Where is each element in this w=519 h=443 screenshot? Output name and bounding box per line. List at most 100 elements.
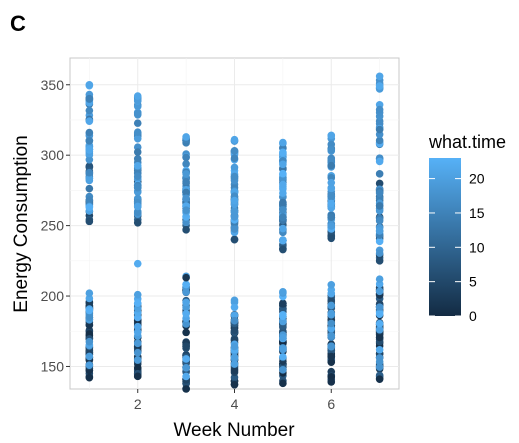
data-point [375,363,384,371]
data-point [230,163,239,172]
data-point [230,213,239,221]
data-point [230,360,239,368]
data-point [327,146,336,154]
data-point [375,345,384,354]
data-point [279,317,287,326]
data-point [182,133,190,141]
data-point [182,226,190,234]
data-point [327,199,336,208]
data-point [327,378,336,386]
data-point [182,273,190,282]
data-point [133,172,142,181]
data-point [85,128,94,137]
data-point [327,331,336,340]
colorbar-ticks: 0 5 10 15 20 [429,171,485,324]
data-point [375,105,384,114]
y-tick-label: 250 [41,218,65,234]
legend-title: what.time [428,132,506,152]
data-point [85,155,94,164]
data-point [279,189,287,197]
data-point [375,82,384,90]
data-point [133,348,142,357]
data-point [133,183,142,191]
data-point [133,134,142,143]
data-point [133,328,142,337]
data-point [230,207,239,215]
data-point [327,358,336,366]
data-point [327,324,336,333]
data-point [182,328,190,337]
data-point [375,303,384,312]
data-point [279,379,287,388]
data-point [182,188,190,197]
data-point [327,319,336,328]
data-point [327,352,336,361]
data-point [375,257,384,265]
data-point [230,146,239,155]
data-point [182,206,190,214]
data-point [279,299,287,308]
data-point [327,280,336,289]
data-point [182,153,190,162]
data-point [85,373,94,382]
data-point [375,157,384,166]
data-point [375,227,384,235]
data-point [230,380,239,389]
data-point [327,234,336,243]
data-point [85,80,94,89]
data-point [85,321,94,329]
data-point [375,202,384,210]
data-point [375,136,384,145]
data-point [230,235,239,244]
data-point [85,145,94,153]
data-point [327,178,336,187]
data-point [85,196,94,204]
data-point [279,353,287,361]
y-axis-title: Energy Consumption [11,135,32,312]
data-point [85,294,94,303]
data-point [375,72,384,81]
data-point [230,311,239,320]
panel-label: C [10,11,26,36]
data-point [279,236,287,245]
data-point [133,92,142,100]
data-point [279,138,287,147]
y-tick-label: 200 [41,288,65,304]
data-point [133,128,142,136]
data-point [230,172,239,181]
data-point [230,296,239,305]
data-point [230,342,239,351]
data-point [182,280,190,289]
data-point [327,131,336,140]
data-point [279,160,287,169]
data-point [85,361,94,369]
data-point [279,180,287,189]
data-point [85,137,94,145]
data-point [85,203,94,212]
data-point [230,316,239,325]
data-point [85,337,94,346]
data-point [375,287,384,296]
data-point [85,117,94,125]
data-point [327,222,336,230]
data-point [279,345,287,354]
data-point [133,109,142,118]
data-point [182,355,190,363]
data-point [133,290,142,299]
x-tick-label: 6 [327,396,335,412]
data-point [182,320,190,328]
data-point [133,155,142,163]
data-point [182,372,190,381]
data-point [375,125,384,134]
data-point [230,135,239,144]
data-point [85,106,94,115]
x-axis-title: Week Number [173,420,295,441]
data-point [182,218,190,227]
data-point [230,366,239,375]
data-point [279,213,287,221]
data-point [230,196,239,205]
data-point [133,363,142,372]
data-point [327,310,336,319]
data-point [327,213,336,221]
data-point [133,259,142,268]
